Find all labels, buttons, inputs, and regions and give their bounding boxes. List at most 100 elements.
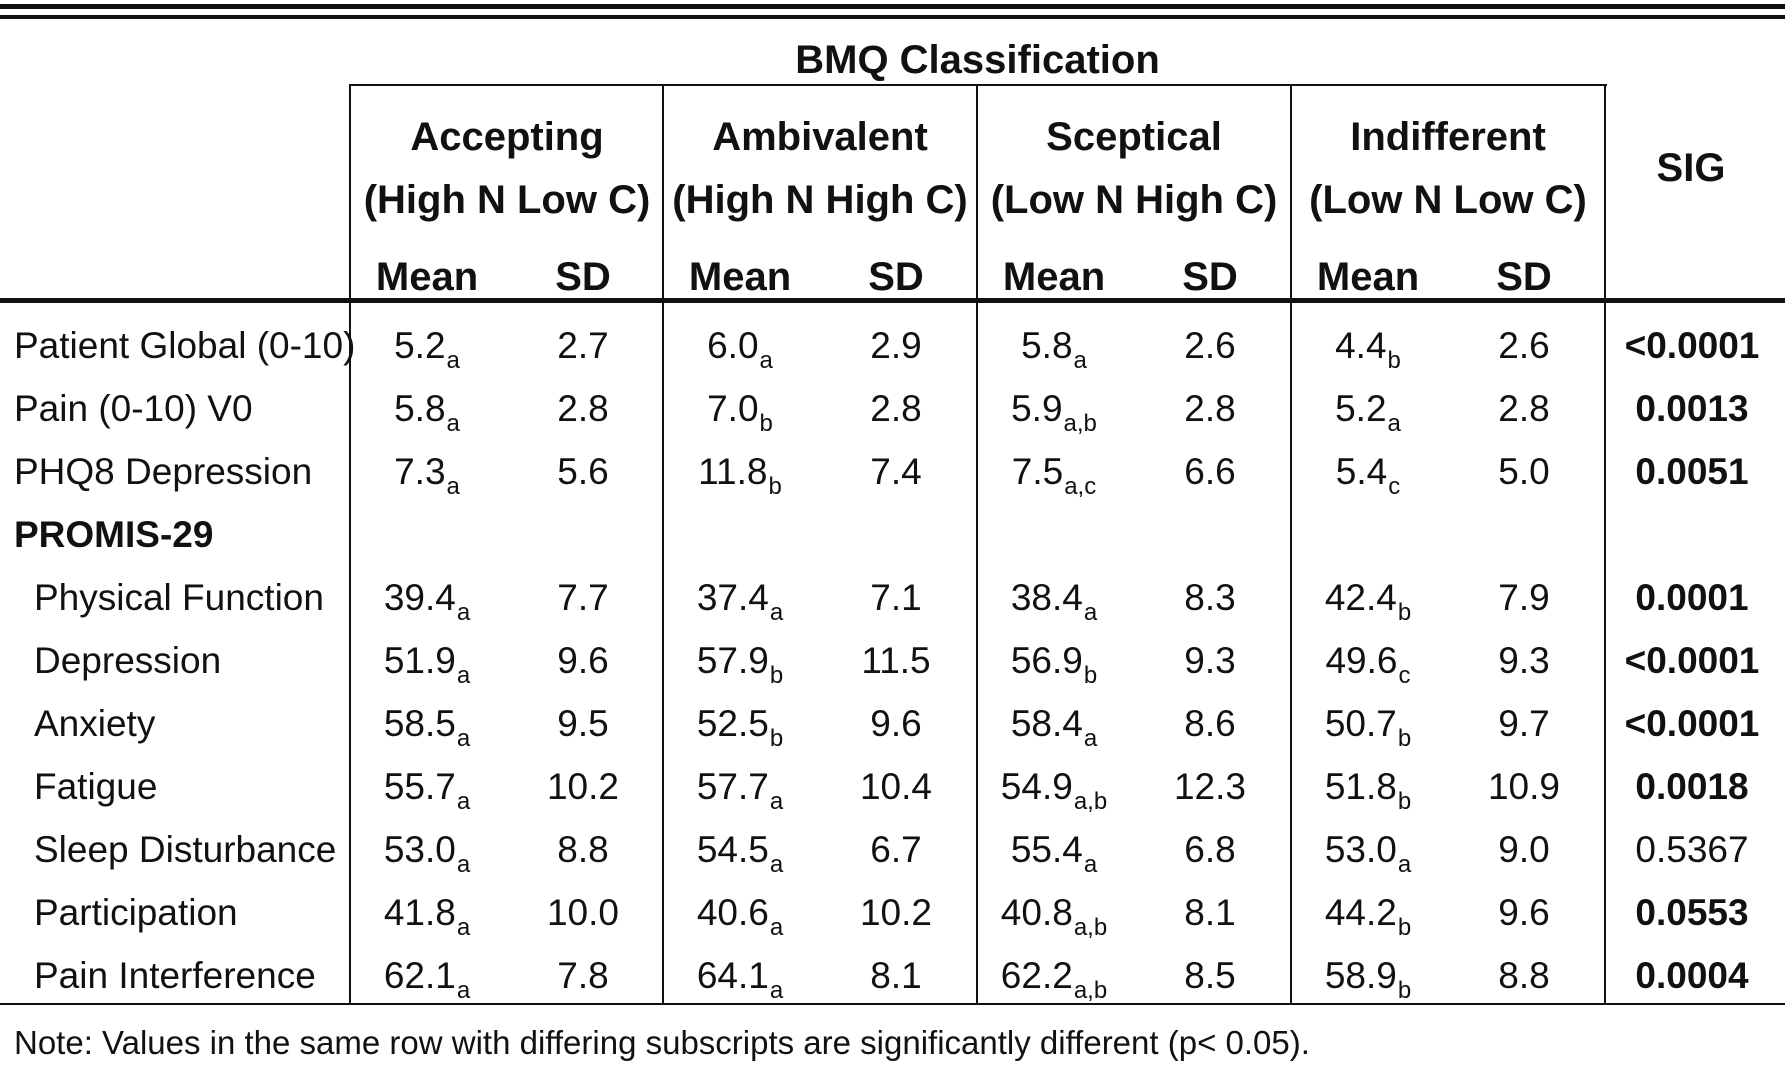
- sd-value: 10.2: [859, 892, 932, 933]
- sd-value: 2.7: [557, 325, 609, 366]
- mean-value: 51.8b: [1278, 768, 1458, 814]
- sd-value: 6.8: [1184, 829, 1236, 870]
- mean-header: Mean: [688, 255, 792, 299]
- sig-value: <0.0001: [1624, 703, 1760, 744]
- sig-value: 0.0051: [1635, 451, 1749, 492]
- mean-number: 55.4: [1010, 829, 1083, 870]
- mean-value: 62.2a,b: [964, 957, 1144, 1003]
- mean-subscript: b: [759, 410, 773, 437]
- mean-value: 53.0a: [1278, 831, 1458, 877]
- sig-value: <0.0001: [1624, 325, 1760, 366]
- row-label: Sleep Disturbance: [34, 829, 337, 870]
- mean-number: 6.0: [707, 325, 759, 366]
- top-rule-1: [0, 4, 1785, 9]
- mean-subscript: a: [769, 914, 784, 941]
- sig-value: <0.0001: [1624, 640, 1760, 681]
- group-desc: (High N High C): [672, 178, 968, 222]
- mean-subscript: a: [1083, 725, 1098, 752]
- mean-subscript: a: [1397, 851, 1412, 878]
- mean-subscript: a,b: [1063, 410, 1097, 437]
- mean-number: 5.2: [394, 325, 446, 366]
- group-desc: (High N Low C): [363, 178, 651, 222]
- sd-value: 8.5: [1184, 955, 1236, 996]
- mean-header: Mean: [375, 255, 479, 299]
- row-label: Participation: [34, 892, 238, 933]
- mean-subscript: a,b: [1073, 977, 1108, 1004]
- sig-value: 0.0001: [1635, 577, 1749, 618]
- col-divider: [662, 84, 664, 1004]
- mean-subscript: a: [759, 347, 773, 374]
- mean-subscript: a,c: [1064, 473, 1097, 500]
- mean-value: 6.0a: [650, 327, 830, 373]
- sd-value: 8.6: [1184, 703, 1236, 744]
- sig-value: 0.0018: [1635, 766, 1749, 807]
- mean-number: 40.8: [1000, 892, 1073, 933]
- mean-number: 51.9: [383, 640, 456, 681]
- mean-value: 55.4a: [964, 831, 1144, 877]
- mean-number: 41.8: [383, 892, 456, 933]
- sd-value: 7.7: [557, 577, 609, 618]
- mean-value: 40.8a,b: [964, 894, 1144, 940]
- mean-number: 5.9: [1011, 388, 1063, 429]
- mean-number: 54.9: [1000, 766, 1073, 807]
- mean-value: 11.8b: [650, 453, 830, 499]
- mean-value: 58.4a: [964, 705, 1144, 751]
- row-label: Depression: [34, 640, 222, 681]
- sd-value: 2.8: [1184, 388, 1236, 429]
- mean-subscript: a: [769, 599, 784, 626]
- mean-subscript: c: [1388, 473, 1401, 500]
- mean-value: 7.5a,c: [964, 453, 1144, 499]
- mean-value: 52.5b: [650, 705, 830, 751]
- mean-number: 7.0: [707, 388, 759, 429]
- sd-value: 10.0: [546, 892, 619, 933]
- mean-value: 5.9a,b: [964, 390, 1144, 436]
- mean-number: 7.3: [394, 451, 446, 492]
- sig-value: 0.0013: [1635, 388, 1749, 429]
- mean-subscript: a: [769, 788, 784, 815]
- mean-subscript: a: [446, 410, 460, 437]
- mean-subscript: b: [1397, 599, 1412, 626]
- mean-value: 53.0a: [337, 831, 517, 877]
- mean-number: 37.4: [696, 577, 769, 618]
- mean-subscript: b: [1397, 977, 1412, 1004]
- col-divider: [976, 84, 978, 1004]
- sd-header: SD: [555, 255, 611, 299]
- sd-header: SD: [868, 255, 924, 299]
- sd-value: 8.8: [1498, 955, 1550, 996]
- row-label: Pain (0-10) V0: [14, 388, 253, 429]
- title-underline: [350, 84, 1607, 86]
- mean-value: 38.4a: [964, 579, 1144, 625]
- mean-number: 40.6: [696, 892, 769, 933]
- mean-subscript: a: [1387, 410, 1401, 437]
- mean-subscript: a: [446, 347, 460, 374]
- mean-subscript: b: [1397, 725, 1412, 752]
- sd-value: 10.4: [859, 766, 932, 807]
- top-rule-2: [0, 15, 1785, 19]
- mean-value: 51.9a: [337, 642, 517, 688]
- col-divider: [1604, 84, 1606, 1004]
- mean-number: 5.8: [1021, 325, 1073, 366]
- mean-value: 40.6a: [650, 894, 830, 940]
- mean-number: 58.4: [1010, 703, 1083, 744]
- sd-value: 9.7: [1498, 703, 1550, 744]
- mean-value: 5.2a: [1278, 390, 1458, 436]
- sd-value: 2.9: [870, 325, 922, 366]
- mean-number: 11.8: [698, 451, 768, 492]
- sd-value: 7.8: [557, 955, 609, 996]
- mean-number: 62.1: [383, 955, 456, 996]
- mean-header: Mean: [1316, 255, 1420, 299]
- table-title: BMQ Classification: [795, 38, 1160, 82]
- sd-value: 7.4: [870, 451, 922, 492]
- mean-number: 58.5: [383, 703, 456, 744]
- mean-value: 37.4a: [650, 579, 830, 625]
- mean-subscript: a: [1073, 347, 1087, 374]
- table-note: Note: Values in the same row with differ…: [14, 1024, 1310, 1061]
- bottom-rule: [0, 1003, 1785, 1005]
- mean-number: 57.9: [696, 640, 769, 681]
- sd-value: 2.6: [1184, 325, 1236, 366]
- sd-value: 10.9: [1487, 766, 1560, 807]
- row-label: Physical Function: [34, 577, 324, 618]
- mean-number: 39.4: [383, 577, 456, 618]
- header-rule: [0, 298, 1785, 303]
